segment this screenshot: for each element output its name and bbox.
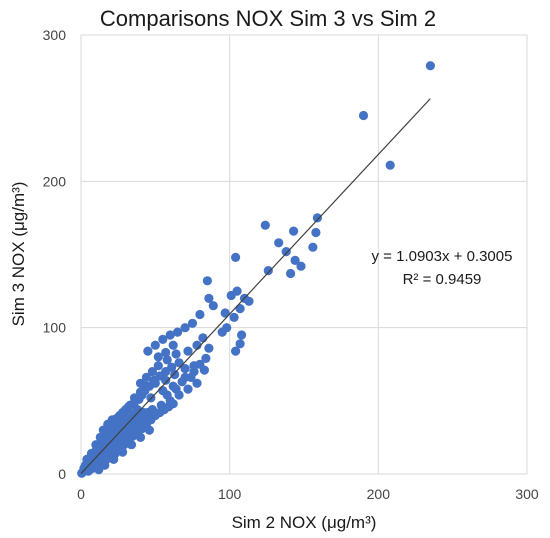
data-point	[192, 378, 202, 388]
data-point	[217, 327, 227, 337]
data-point	[311, 227, 321, 238]
data-point	[274, 238, 284, 248]
data-point	[180, 323, 190, 333]
data-point	[143, 346, 153, 356]
data-point	[121, 438, 131, 448]
data-point	[425, 61, 435, 71]
trendline-group	[80, 98, 431, 474]
data-point	[144, 425, 154, 435]
y-tick-label: 100	[43, 320, 67, 336]
data-point	[95, 440, 105, 450]
data-point	[158, 334, 168, 344]
data-point	[312, 213, 322, 223]
data-point	[187, 318, 198, 328]
data-point	[281, 247, 291, 257]
data-point	[231, 346, 241, 356]
data-point	[173, 327, 183, 337]
data-point	[290, 255, 300, 265]
data-point	[162, 355, 172, 365]
data-point	[195, 309, 205, 320]
data-point	[229, 312, 239, 322]
trendline	[80, 98, 431, 474]
data-point	[208, 301, 218, 311]
gridlines	[80, 34, 528, 475]
data-point	[231, 252, 241, 262]
y-tick-label: 300	[43, 27, 67, 43]
data-point	[101, 434, 111, 444]
data-point	[143, 407, 153, 418]
data-point	[183, 346, 193, 356]
x-tick-label: 200	[367, 486, 391, 502]
data-point	[171, 384, 181, 394]
data-point	[132, 405, 143, 415]
data-point	[180, 372, 190, 382]
data-point	[170, 369, 180, 380]
data-point	[168, 340, 178, 350]
trendline-r-squared: R² = 0.9459	[403, 271, 482, 288]
x-tick-label: 300	[515, 486, 539, 502]
data-point	[168, 399, 178, 409]
data-point	[204, 343, 214, 353]
data-point	[220, 308, 230, 318]
y-axis-label: Sim 3 NOX (μg/m³)	[9, 182, 28, 327]
data-point	[226, 290, 236, 301]
data-point	[135, 378, 146, 388]
data-point	[141, 372, 151, 382]
data-point	[171, 349, 181, 359]
data-point	[192, 340, 202, 350]
data-point	[358, 110, 369, 121]
y-tick-label: 200	[43, 173, 67, 189]
data-point	[153, 352, 163, 362]
data-point	[385, 160, 395, 170]
data-point	[147, 367, 157, 377]
data-point	[180, 364, 190, 374]
data-points	[77, 61, 435, 478]
data-point	[289, 226, 299, 236]
data-point	[153, 361, 163, 371]
data-point	[198, 333, 208, 343]
y-tick-label: 0	[58, 466, 66, 482]
data-point	[237, 330, 247, 340]
data-point	[183, 384, 193, 394]
data-point	[174, 358, 184, 368]
data-point	[235, 339, 245, 349]
data-point	[189, 361, 199, 371]
data-point	[201, 353, 211, 363]
x-tick-label: 0	[77, 486, 85, 502]
data-point	[199, 365, 209, 375]
data-point	[167, 362, 177, 372]
data-point	[263, 266, 273, 276]
data-point	[244, 296, 254, 306]
data-point	[308, 242, 318, 252]
tick-labels: 0 100 200 300 0 100 200 300	[43, 27, 539, 502]
trendline-equation: y = 1.0903x + 0.3005	[372, 248, 513, 265]
data-point	[296, 261, 306, 271]
data-point	[202, 276, 212, 286]
data-point	[161, 347, 171, 358]
x-tick-label: 100	[218, 486, 242, 502]
data-point	[135, 432, 146, 442]
data-point	[150, 340, 160, 350]
chart-title: Comparisons NOX Sim 3 vs Sim 2	[100, 6, 436, 31]
data-point	[260, 220, 270, 230]
data-point	[235, 304, 245, 314]
x-axis-label: Sim 2 NOX (μg/m³)	[232, 513, 377, 532]
data-point	[165, 330, 175, 340]
data-point	[162, 390, 172, 400]
data-point	[204, 293, 214, 303]
data-point	[286, 268, 296, 279]
